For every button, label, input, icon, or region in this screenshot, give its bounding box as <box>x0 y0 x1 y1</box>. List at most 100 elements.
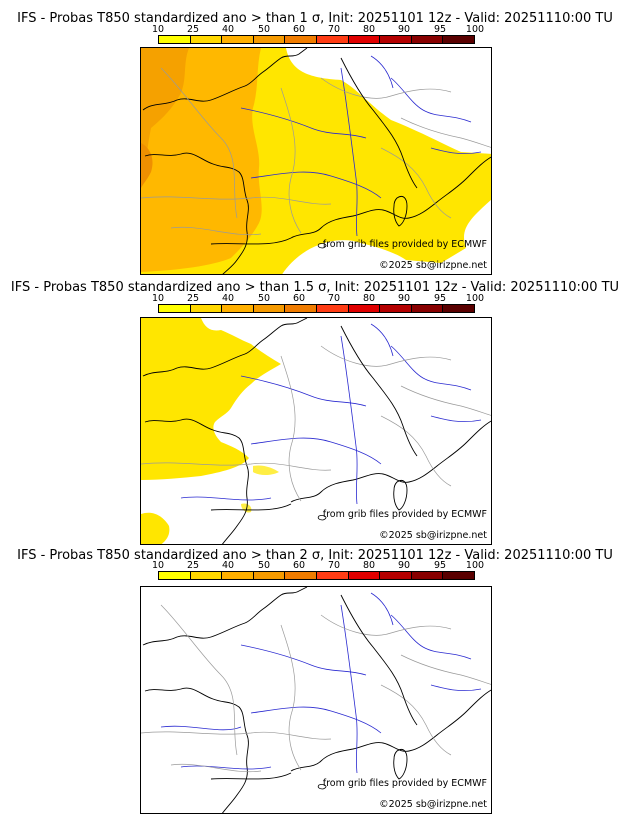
colorbar-swatch <box>380 572 412 579</box>
colorbar-tick-label: 50 <box>257 560 271 571</box>
colorbar-swatch <box>411 572 444 579</box>
border <box>141 462 332 471</box>
coastline <box>144 418 249 544</box>
map-canvas <box>141 48 491 274</box>
colorbar-tick-label: 40 <box>221 24 235 35</box>
river <box>240 107 367 139</box>
colorbar-tick-label: 60 <box>292 293 306 304</box>
island <box>317 784 327 790</box>
border <box>400 117 491 148</box>
river <box>240 644 367 676</box>
panel-title: IFS - Probas T850 standardized ano > tha… <box>10 280 620 295</box>
colorbar-tick-label: 70 <box>327 293 341 304</box>
colorbar-tick-label: 95 <box>433 24 447 35</box>
probability-map-1-5sigma: from grib files provided by ECMWF ©2025 … <box>140 317 492 545</box>
panel-3: IFS - Probas T850 standardized ano > tha… <box>0 548 630 828</box>
colorbar-tick-label: 100 <box>465 293 485 304</box>
colorbar-swatch <box>159 305 191 312</box>
coastline <box>144 152 249 274</box>
colorbar-tick-label: 50 <box>257 293 271 304</box>
colorbar-tick-label: 40 <box>221 293 235 304</box>
river <box>340 67 358 237</box>
map-canvas <box>141 318 491 544</box>
colorbar-tick-label: 90 <box>397 560 411 571</box>
border <box>160 604 238 756</box>
colorbar-tick-label: 100 <box>465 560 485 571</box>
colorbar-swatch <box>443 572 474 579</box>
coastline <box>290 156 491 239</box>
credit-copyright: ©2025 sb@irizpne.net <box>379 260 487 271</box>
river <box>390 345 472 391</box>
coastline <box>142 318 308 377</box>
colorbar-tick-label: 70 <box>327 24 341 35</box>
coastline <box>290 689 491 772</box>
country-border <box>210 772 292 780</box>
colorbar-swatch <box>253 572 286 579</box>
colorbar-swatch <box>222 305 254 312</box>
border <box>141 196 332 205</box>
colorbar-tick-label: 100 <box>465 24 485 35</box>
colorbar-swatch <box>222 572 254 579</box>
country-border <box>340 594 418 726</box>
river <box>370 323 394 357</box>
border <box>160 67 238 219</box>
border <box>320 614 452 636</box>
border <box>280 624 302 771</box>
colorbar-tick-label: 25 <box>186 24 200 35</box>
colorbar-swatch <box>316 36 349 43</box>
border <box>170 226 262 236</box>
colorbar-swatch <box>222 36 254 43</box>
colorbar-swatch <box>411 36 444 43</box>
coastline <box>290 420 491 503</box>
colorbar-swatch <box>443 305 474 312</box>
colorbar-swatch <box>159 36 191 43</box>
colorbar-swatch <box>348 305 381 312</box>
panel-2: IFS - Probas T850 standardized ano > tha… <box>0 278 630 548</box>
river <box>250 437 382 465</box>
border <box>380 415 452 487</box>
coastline <box>144 687 249 813</box>
colorbar-tick-label: 50 <box>257 24 271 35</box>
corsica <box>393 748 408 780</box>
river <box>340 335 358 505</box>
credit-source: from grib files provided by ECMWF <box>322 509 487 520</box>
colorbar-swatch <box>190 305 223 312</box>
river <box>240 375 367 407</box>
colorbar-swatch <box>253 36 286 43</box>
coastline <box>142 48 308 111</box>
colorbar-swatch <box>380 36 412 43</box>
colorbar-swatch <box>285 36 317 43</box>
border <box>280 355 302 502</box>
colorbar-swatch <box>159 572 191 579</box>
river <box>430 415 482 423</box>
colorbar-swatch <box>380 305 412 312</box>
colorbar-swatch <box>190 572 223 579</box>
island <box>317 515 327 521</box>
border <box>380 147 452 219</box>
river <box>430 147 482 155</box>
country-border <box>340 57 418 189</box>
colorbar-swatch <box>411 305 444 312</box>
border <box>400 385 491 416</box>
colorbar-tick-label: 25 <box>186 560 200 571</box>
colorbar-tick-label: 60 <box>292 24 306 35</box>
country-border <box>340 325 418 457</box>
panel-title: IFS - Probas T850 standardized ano > tha… <box>17 11 613 26</box>
colorbar-tick-label: 70 <box>327 560 341 571</box>
river <box>180 765 272 770</box>
colorbar-tick-label: 95 <box>433 560 447 571</box>
colorbar-tick-label: 80 <box>362 293 376 304</box>
corsica <box>393 195 408 227</box>
colorbar <box>158 304 475 313</box>
credit-copyright: ©2025 sb@irizpne.net <box>379 799 487 810</box>
colorbar-tick-label: 40 <box>221 560 235 571</box>
colorbar-tick-label: 80 <box>362 560 376 571</box>
colorbar-tick-label: 90 <box>397 293 411 304</box>
country-border <box>210 503 292 511</box>
colorbar-tick-label: 10 <box>151 560 165 571</box>
border <box>380 684 452 756</box>
colorbar-swatch <box>443 36 474 43</box>
colorbar-tick-label: 25 <box>186 293 200 304</box>
colorbar-swatch <box>285 305 317 312</box>
border <box>170 763 262 773</box>
